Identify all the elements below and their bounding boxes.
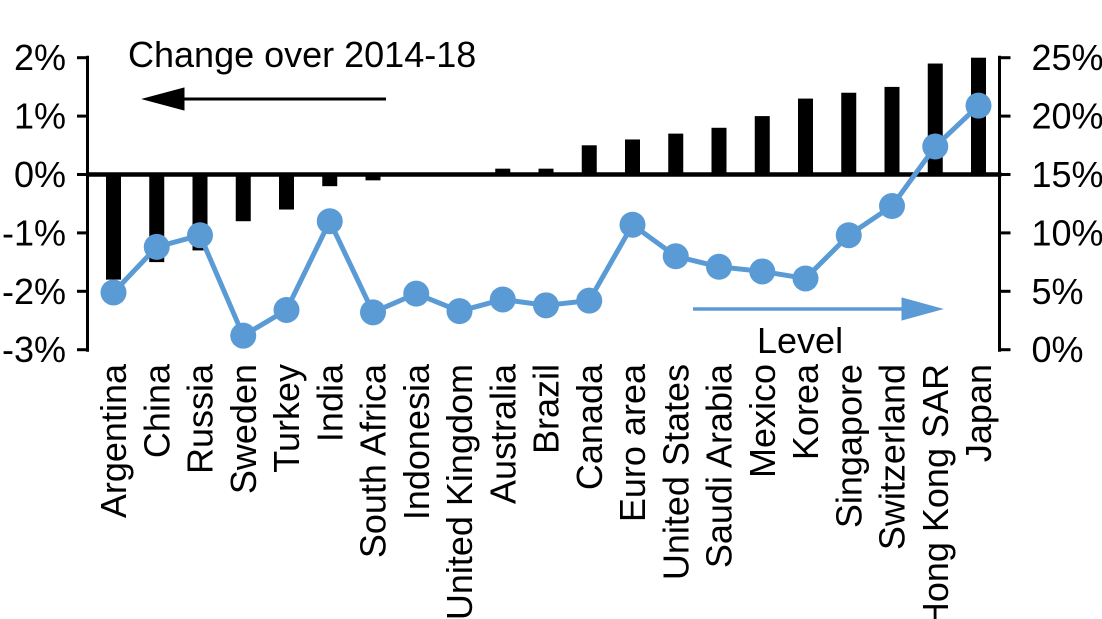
level-marker-australia <box>489 286 516 313</box>
category-label: Russia <box>180 363 221 474</box>
category-label: Euro area <box>612 363 653 522</box>
category-label: Mexico <box>742 364 783 478</box>
bar-euro-area <box>625 139 640 175</box>
category-label: Canada <box>569 363 610 490</box>
bar-saudi-arabia <box>711 127 727 175</box>
bar-united-states <box>668 133 684 175</box>
level-marker-mexico <box>749 258 776 285</box>
y-left-tick-label: 0% <box>14 154 66 195</box>
bar-turkey <box>279 174 294 210</box>
left-arrow-head <box>141 87 185 111</box>
bar-switzerland <box>884 86 900 175</box>
line-series-annotation: Level <box>757 320 844 361</box>
y-right-tick-label: 25% <box>1032 37 1102 78</box>
level-marker-brazil <box>533 292 559 319</box>
category-label: Switzerland <box>872 364 913 550</box>
level-marker-switzerland <box>879 193 905 220</box>
bar-canada <box>581 145 597 175</box>
category-label: Brazil <box>526 364 567 454</box>
level-marker-korea <box>792 265 819 292</box>
bar-india <box>322 174 338 187</box>
category-label: Australia <box>482 363 523 504</box>
y-left-tick-label: 2% <box>14 37 66 78</box>
category-label: United Kingdom <box>439 364 480 619</box>
category-label: Saudi Arabia <box>699 363 740 568</box>
bar-series-annotation: Change over 2014-18 <box>128 34 477 75</box>
level-marker-united-states <box>662 243 689 270</box>
level-marker-china <box>143 233 170 260</box>
bar-argentina <box>106 174 121 280</box>
level-marker-russia <box>187 222 213 249</box>
bar-australia <box>495 168 511 175</box>
category-label: China <box>136 363 177 458</box>
level-marker-united-kingdom <box>446 298 473 325</box>
category-label: Sweden <box>223 364 264 494</box>
level-marker-singapore <box>835 222 862 249</box>
right-arrow-head <box>901 297 944 321</box>
bar-south-africa <box>365 174 381 181</box>
level-marker-indonesia <box>403 280 430 307</box>
category-label: Singapore <box>828 364 869 528</box>
level-marker-japan <box>965 92 992 119</box>
level-marker-argentina <box>100 279 127 306</box>
right-arrow-icon <box>693 297 944 321</box>
y-right-tick-label: 10% <box>1032 212 1102 253</box>
level-marker-sweden <box>230 322 257 349</box>
level-marker-euro-area <box>619 211 646 238</box>
y-right-tick-label: 15% <box>1032 154 1102 195</box>
category-label: South Africa <box>353 363 394 558</box>
y-right-tick-label: 20% <box>1032 96 1102 137</box>
category-label: Korea <box>785 363 826 460</box>
y-right-tick-label: 5% <box>1032 271 1084 312</box>
level-marker-india <box>316 208 343 235</box>
category-label: Japan <box>958 364 999 462</box>
left-arrow-icon <box>141 87 386 111</box>
level-marker-south-africa <box>360 299 386 326</box>
y-right-tick-label: 0% <box>1032 329 1084 370</box>
level-marker-canada <box>576 287 603 314</box>
bar-singapore <box>841 92 857 175</box>
bar-korea <box>798 98 813 175</box>
bar-brazil <box>538 168 554 175</box>
bar-mexico <box>754 116 770 175</box>
category-label: Turkey <box>266 364 307 473</box>
y-left-tick-label: 1% <box>14 96 66 137</box>
category-label: United States <box>655 364 696 580</box>
level-marker-turkey <box>273 296 300 323</box>
y-left-tick-label: -2% <box>2 271 66 312</box>
y-left-tick-label: -3% <box>2 329 66 370</box>
category-label: India <box>309 363 350 442</box>
category-label: Indonesia <box>396 363 437 520</box>
category-label: Hong Kong SAR <box>915 364 956 619</box>
y-left-tick-label: -1% <box>2 212 66 253</box>
level-marker-hong-kong-sar <box>922 133 949 160</box>
category-label: Argentina <box>93 363 134 518</box>
bar-sweden <box>235 174 251 222</box>
level-marker-saudi-arabia <box>706 253 732 280</box>
